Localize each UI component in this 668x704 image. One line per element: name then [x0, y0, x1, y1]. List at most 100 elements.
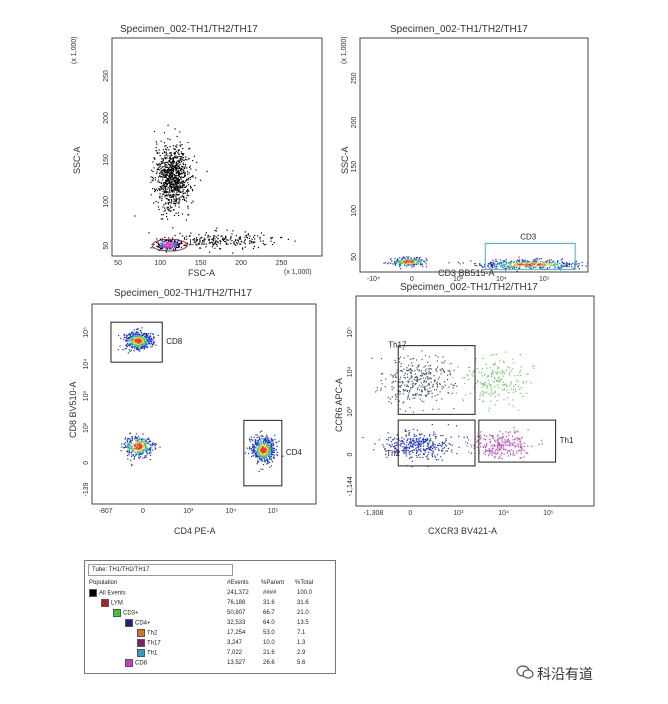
event-dot: [400, 262, 402, 264]
event-dot: [256, 451, 258, 453]
event-dot: [176, 194, 178, 196]
event-dot: [525, 265, 527, 267]
event-dot: [138, 452, 140, 454]
event-dot: [140, 335, 143, 338]
event-dot: [184, 175, 186, 177]
event-dot: [427, 444, 429, 446]
event-dot: [253, 245, 255, 247]
event-dot: [526, 392, 528, 394]
event-dot: [175, 182, 177, 184]
event-dot: [174, 164, 176, 167]
event-dot: [253, 448, 255, 450]
event-dot: [154, 447, 156, 449]
event-dot: [277, 454, 279, 456]
event-dot: [173, 162, 175, 164]
event-dot: [165, 154, 167, 156]
event-dot: [479, 398, 481, 400]
event-dot: [166, 191, 168, 193]
event-dot: [158, 152, 160, 154]
event-dot: [414, 263, 416, 265]
event-dot: [520, 374, 522, 377]
event-dot: [171, 164, 173, 166]
event-dot: [405, 446, 407, 448]
event-dot: [432, 434, 435, 436]
event-dot: [169, 174, 171, 176]
event-dot: [160, 167, 162, 169]
event-dot: [506, 386, 508, 388]
event-dot: [531, 262, 533, 265]
event-dot: [247, 233, 249, 235]
event-dot: [557, 265, 559, 267]
event-dot: [414, 435, 416, 437]
event-dot: [174, 205, 176, 207]
event-dot: [400, 262, 403, 264]
event-dot: [164, 168, 166, 170]
event-dot: [182, 182, 184, 184]
event-dot: [435, 437, 437, 439]
event-dot: [167, 242, 170, 244]
event-dot: [490, 392, 493, 394]
event-dot: [515, 262, 517, 265]
event-dot: [178, 177, 180, 179]
event-dot: [427, 378, 429, 380]
event-dot: [442, 447, 444, 449]
event-dot: [488, 453, 490, 455]
event-dot: [176, 178, 178, 180]
event-dot: [182, 185, 184, 187]
event-dot: [128, 451, 131, 454]
event-dot: [409, 451, 411, 453]
event-dot: [482, 400, 484, 402]
event-dot: [395, 448, 397, 450]
event-dot: [441, 385, 443, 387]
event-dot: [164, 165, 166, 167]
event-dot: [171, 166, 173, 168]
event-dot: [170, 169, 172, 171]
event-dot: [172, 243, 174, 246]
event-dot: [421, 372, 423, 374]
event-dot: [530, 265, 532, 267]
event-dot: [128, 338, 130, 340]
event-dot: [386, 263, 389, 265]
event-dot: [163, 176, 165, 178]
y-tick-label: -139: [83, 482, 90, 496]
event-dot: [497, 439, 499, 441]
event-dot: [258, 436, 260, 438]
event-dot: [128, 333, 130, 335]
event-dot: [259, 447, 261, 450]
event-dot: [214, 235, 216, 237]
event-dot: [441, 361, 443, 364]
event-dot: [410, 257, 412, 259]
event-dot: [523, 263, 525, 265]
event-dot: [568, 264, 571, 266]
event-dot: [142, 452, 144, 454]
event-dot: [270, 465, 273, 467]
event-dot: [175, 200, 177, 202]
event-dot: [516, 262, 518, 264]
event-dot: [271, 237, 274, 239]
event-dot: [171, 180, 173, 182]
event-dot: [159, 181, 161, 183]
event-dot: [177, 172, 179, 175]
event-dot: [502, 437, 504, 439]
event-dot: [126, 450, 128, 453]
event-dot: [180, 186, 182, 189]
event-dot: [167, 245, 169, 247]
event-dot: [145, 456, 147, 458]
event-dot: [133, 332, 135, 334]
event-dot: [430, 448, 432, 450]
event-dot: [436, 360, 438, 362]
event-dot: [267, 452, 269, 454]
event-dot: [411, 380, 413, 382]
event-dot: [171, 176, 173, 178]
event-dot: [404, 448, 406, 450]
event-dot: [146, 438, 148, 440]
event-dot: [287, 238, 289, 240]
event-dot: [139, 341, 141, 343]
event-dot: [144, 449, 147, 452]
event-dot: [488, 393, 490, 395]
event-dot: [518, 438, 520, 440]
event-dot: [254, 446, 256, 448]
event-dot: [560, 259, 562, 261]
event-dot: [461, 377, 463, 379]
event-dot: [132, 450, 134, 452]
